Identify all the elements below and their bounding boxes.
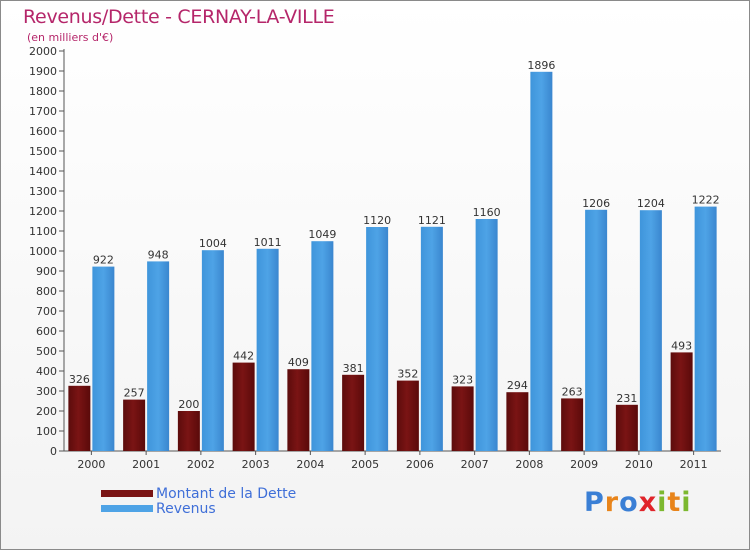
- x-tick-label: 2007: [461, 458, 489, 471]
- bar-revenue-2002: [201, 250, 224, 451]
- data-label-debt-2001: 257: [124, 387, 145, 400]
- bar-revenue-2011: [694, 206, 717, 451]
- y-tick-label: 900: [36, 265, 57, 278]
- data-label-debt-2007: 323: [452, 373, 473, 386]
- bar-revenue-2005: [366, 227, 389, 451]
- x-tick-label: 2005: [351, 458, 379, 471]
- bar-debt-2005: [342, 374, 365, 451]
- bar-debt-2010: [615, 404, 638, 451]
- legend-label-revenue: Revenus: [156, 501, 216, 517]
- y-tick-label: 700: [36, 305, 57, 318]
- y-tick-label: 1400: [29, 165, 57, 178]
- bar-debt-2011: [670, 352, 693, 451]
- y-tick-label: 400: [36, 365, 57, 378]
- x-tick-label: 2000: [77, 458, 105, 471]
- y-tick-label: 100: [36, 425, 57, 438]
- data-label-debt-2003: 442: [233, 350, 254, 363]
- logo-letter: i: [657, 487, 668, 518]
- data-label-debt-2010: 231: [616, 392, 637, 405]
- y-tick-label: 0: [50, 445, 57, 458]
- y-tick-label: 1900: [29, 65, 57, 78]
- data-label-revenue-2005: 1120: [363, 214, 391, 227]
- data-label-revenue-2011: 1222: [692, 194, 720, 207]
- x-tick-label: 2006: [406, 458, 434, 471]
- y-tick-label: 1800: [29, 85, 57, 98]
- x-tick-label: 2004: [296, 458, 324, 471]
- data-label-revenue-2002: 1004: [199, 237, 227, 250]
- data-label-revenue-2004: 1049: [308, 228, 336, 241]
- bar-revenue-2009: [585, 209, 608, 451]
- legend-swatch-debt: [101, 490, 153, 497]
- data-label-revenue-2009: 1206: [582, 197, 610, 210]
- proxiti-logo: Proxiti: [584, 487, 692, 518]
- y-tick-label: 1200: [29, 205, 57, 218]
- bar-debt-2004: [287, 369, 310, 451]
- x-tick-label: 2003: [242, 458, 270, 471]
- y-tick-label: 1300: [29, 185, 57, 198]
- data-label-debt-2009: 263: [562, 385, 583, 398]
- data-label-debt-2002: 200: [178, 398, 199, 411]
- y-tick-label: 2000: [29, 45, 57, 58]
- data-label-revenue-2001: 948: [148, 248, 169, 261]
- bar-debt-2006: [396, 380, 419, 451]
- x-tick-label: 2008: [515, 458, 543, 471]
- y-tick-label: 600: [36, 325, 57, 338]
- bar-debt-2003: [232, 362, 255, 451]
- y-tick-label: 1000: [29, 245, 57, 258]
- logo-letter: i: [681, 487, 692, 518]
- y-tick-label: 300: [36, 385, 57, 398]
- bar-debt-2001: [123, 399, 146, 451]
- bar-debt-2007: [451, 386, 474, 451]
- data-label-debt-2006: 352: [397, 368, 418, 381]
- bar-revenue-2007: [475, 219, 498, 451]
- x-tick-label: 2009: [570, 458, 598, 471]
- bar-revenue-2006: [420, 226, 443, 451]
- bar-revenue-2003: [256, 248, 279, 451]
- data-label-revenue-2006: 1121: [418, 214, 446, 227]
- bar-revenue-2001: [147, 261, 170, 451]
- bar-debt-2008: [506, 392, 529, 451]
- bar-revenue-2004: [311, 241, 334, 451]
- chart-subtitle: (en milliers d'€): [27, 31, 114, 44]
- bar-revenue-2000: [92, 266, 115, 451]
- x-tick-label: 2011: [680, 458, 708, 471]
- data-label-debt-2005: 381: [343, 362, 364, 375]
- bar-revenue-2010: [639, 210, 662, 451]
- y-tick-label: 800: [36, 285, 57, 298]
- y-tick-label: 200: [36, 405, 57, 418]
- logo-letter: t: [667, 487, 682, 518]
- logo-letter: r: [604, 487, 620, 518]
- logo-letter: x: [638, 487, 658, 518]
- logo-letter: P: [584, 487, 605, 518]
- y-tick-label: 1700: [29, 105, 57, 118]
- data-label-revenue-2010: 1204: [637, 197, 665, 210]
- data-label-debt-2000: 326: [69, 373, 90, 386]
- y-tick-label: 1600: [29, 125, 57, 138]
- data-label-debt-2011: 493: [671, 339, 692, 352]
- data-label-revenue-2003: 1011: [254, 236, 282, 249]
- x-tick-label: 2002: [187, 458, 215, 471]
- y-tick-label: 500: [36, 345, 57, 358]
- bar-debt-2000: [68, 385, 91, 451]
- bar-revenue-2008: [530, 71, 553, 452]
- data-label-revenue-2000: 922: [93, 254, 114, 267]
- data-label-revenue-2007: 1160: [473, 206, 501, 219]
- y-tick-label: 1500: [29, 145, 57, 158]
- data-label-debt-2004: 409: [288, 356, 309, 369]
- bar-debt-2009: [561, 398, 584, 451]
- x-tick-label: 2010: [625, 458, 653, 471]
- logo-letter: o: [619, 487, 639, 518]
- data-label-revenue-2008: 1896: [527, 59, 555, 72]
- bar-debt-2002: [177, 411, 200, 451]
- data-label-debt-2008: 294: [507, 379, 528, 392]
- y-tick-label: 1100: [29, 225, 57, 238]
- chart-title: Revenus/Dette - CERNAY-LA-VILLE: [23, 6, 335, 28]
- legend-label-debt: Montant de la Dette: [156, 486, 297, 502]
- x-tick-label: 2001: [132, 458, 160, 471]
- legend-swatch-revenue: [101, 505, 153, 512]
